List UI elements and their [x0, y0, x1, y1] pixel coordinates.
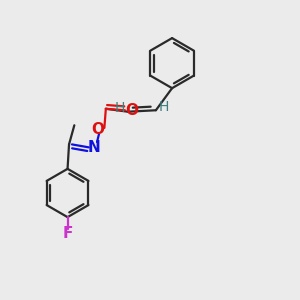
Text: F: F: [62, 226, 73, 241]
Text: H: H: [115, 101, 125, 115]
Text: O: O: [92, 122, 104, 137]
Text: N: N: [88, 140, 100, 155]
Text: H: H: [159, 100, 169, 114]
Text: O: O: [125, 103, 138, 118]
